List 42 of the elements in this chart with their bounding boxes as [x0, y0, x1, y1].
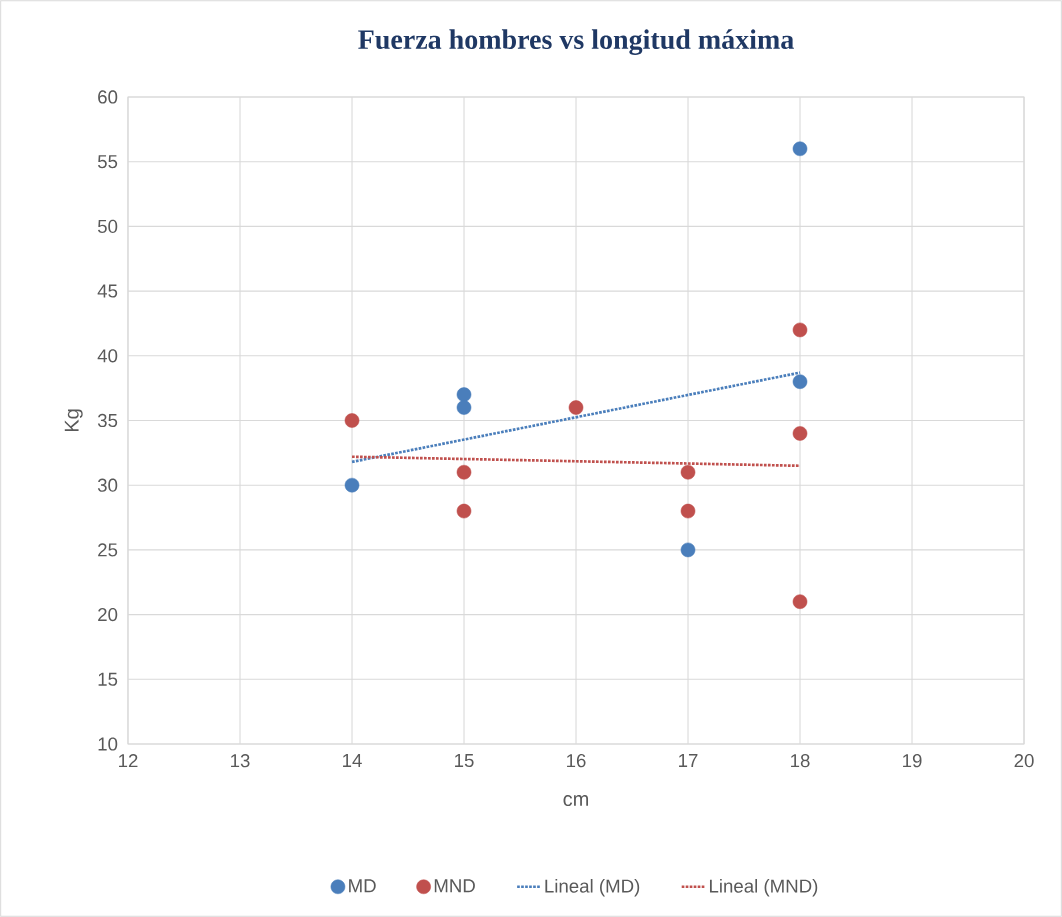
point	[456, 503, 472, 519]
point	[680, 503, 696, 519]
y-tick-label: 20	[98, 607, 118, 622]
x-tick-label: 17	[679, 754, 698, 767]
point	[456, 464, 472, 480]
legend-label: MD	[349, 879, 376, 893]
x-tick-label: 20	[1014, 754, 1034, 768]
x-tick-label: 12	[119, 754, 138, 768]
x-tick-label: 19	[903, 754, 922, 768]
y-tick-label: 45	[97, 284, 118, 298]
point	[568, 400, 584, 415]
y-tick-label: 35	[97, 413, 118, 428]
y-tick-label: 40	[97, 349, 118, 363]
x-tick-label: 16	[567, 754, 586, 768]
point	[456, 387, 472, 402]
point	[680, 542, 696, 558]
chart-title: Fuerza hombres vs longitud máxima	[358, 29, 794, 55]
y-axis-title: Kg	[64, 409, 83, 432]
point	[344, 413, 360, 428]
y-tick-label: 60	[98, 90, 118, 104]
y-tick-label: 25	[98, 543, 118, 557]
point	[792, 322, 808, 338]
y-tick-label: 30	[97, 478, 118, 492]
y-tick-label: 55	[97, 155, 118, 169]
point	[792, 374, 808, 389]
y-tick-label: 15	[98, 672, 118, 686]
point	[344, 477, 360, 493]
legend-label: MND	[434, 879, 475, 893]
point	[792, 141, 808, 157]
point	[792, 426, 808, 441]
x-tick-label: 13	[231, 754, 250, 768]
x-tick-label: 15	[455, 754, 474, 768]
x-tick-label: 18	[791, 754, 810, 768]
y-tick-label: 10	[98, 737, 118, 751]
y-tick-label: 50	[97, 219, 118, 234]
point	[456, 400, 472, 415]
point	[680, 464, 696, 480]
x-tick-label: 14	[343, 754, 362, 767]
legend-label: Lineal (MD)	[545, 878, 640, 897]
legend-label: Lineal (MND)	[709, 878, 818, 897]
x-axis-title: cm	[563, 795, 589, 807]
point	[792, 594, 808, 609]
